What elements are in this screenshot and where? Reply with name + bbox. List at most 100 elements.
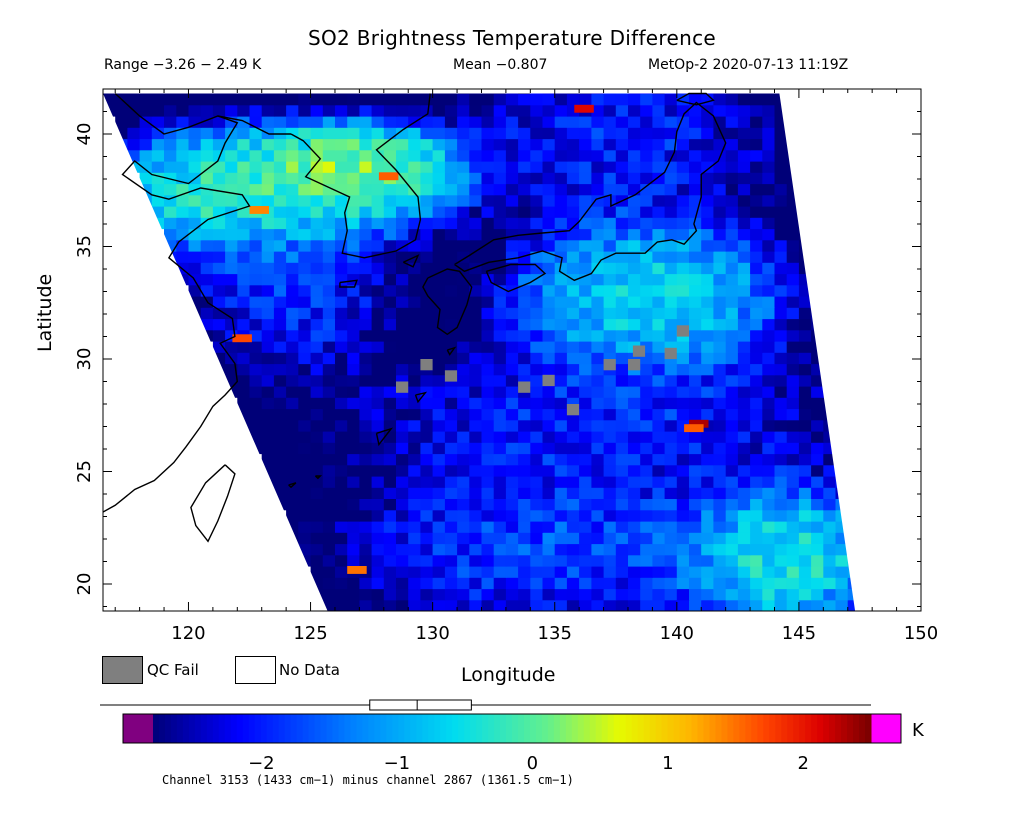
heat-cell bbox=[212, 318, 226, 331]
heat-cell bbox=[786, 543, 800, 556]
heat-cell bbox=[505, 532, 519, 545]
heat-cell bbox=[420, 521, 434, 533]
heat-cell bbox=[750, 318, 763, 331]
heat-cell bbox=[261, 318, 275, 331]
heat-cell bbox=[347, 273, 360, 286]
heat-cell bbox=[774, 374, 788, 387]
heat-cell bbox=[298, 307, 312, 320]
heat-cell bbox=[188, 228, 202, 241]
heat-cell bbox=[591, 296, 605, 308]
heat-cell bbox=[823, 498, 837, 511]
heat-cell bbox=[664, 554, 678, 567]
heat-cell bbox=[603, 296, 617, 308]
heat-cell bbox=[493, 397, 507, 410]
heat-cell bbox=[664, 532, 678, 545]
heat-cell bbox=[249, 239, 263, 252]
colorbar-segment bbox=[667, 714, 675, 743]
heat-cell bbox=[518, 329, 531, 342]
heat-cell bbox=[652, 397, 666, 410]
heat-cell bbox=[432, 161, 446, 173]
qc-fail-cell bbox=[676, 325, 689, 337]
heat-cell bbox=[725, 116, 739, 128]
heat-cell bbox=[542, 251, 556, 263]
heat-cell bbox=[298, 509, 312, 522]
heat-cell bbox=[444, 408, 458, 421]
heat-cell bbox=[762, 116, 776, 128]
heat-cell bbox=[505, 251, 519, 263]
heat-cell bbox=[579, 374, 592, 387]
heat-cell bbox=[762, 127, 776, 140]
heat-cell bbox=[372, 71, 385, 83]
heat-cell bbox=[591, 554, 605, 567]
heat-cell bbox=[420, 172, 434, 185]
heat-cell bbox=[725, 284, 739, 297]
heat-cell bbox=[261, 442, 275, 455]
heat-cell bbox=[298, 239, 312, 252]
heat-cell bbox=[591, 431, 605, 443]
heat-cell bbox=[493, 442, 507, 455]
colorbar-segment bbox=[865, 714, 872, 743]
colorbar-segment bbox=[829, 714, 836, 743]
heat-cell bbox=[322, 464, 336, 477]
heat-cell bbox=[701, 532, 714, 545]
colorbar-segment bbox=[470, 714, 477, 743]
heat-cell bbox=[200, 251, 214, 263]
heat-cell bbox=[701, 476, 714, 488]
heat-cell bbox=[432, 386, 446, 398]
heat-cell bbox=[701, 161, 714, 173]
heat-cell bbox=[615, 464, 629, 477]
heat-cell bbox=[628, 239, 641, 252]
heat-cell bbox=[310, 284, 324, 297]
heat-cell bbox=[591, 419, 605, 432]
heat-cell bbox=[432, 554, 446, 567]
heat-cell bbox=[371, 408, 385, 421]
heat-cell bbox=[591, 498, 605, 511]
colorbar-segment bbox=[260, 714, 268, 743]
heat-cell bbox=[420, 599, 434, 611]
heat-cell bbox=[396, 217, 409, 230]
heat-cell bbox=[530, 408, 544, 421]
heat-cell bbox=[481, 509, 495, 522]
heat-cell bbox=[457, 397, 470, 410]
heat-cell bbox=[664, 498, 678, 511]
heat-cell bbox=[542, 419, 556, 432]
heat-cell bbox=[615, 419, 629, 432]
heat-cell bbox=[237, 93, 251, 106]
heat-cell bbox=[615, 116, 629, 128]
heat-cell bbox=[151, 206, 165, 218]
heat-cell bbox=[359, 352, 373, 365]
heat-cell bbox=[640, 262, 653, 275]
heat-cell bbox=[432, 138, 446, 151]
heat-cell bbox=[542, 543, 556, 556]
heat-cell bbox=[640, 228, 653, 241]
heat-cell bbox=[798, 318, 812, 331]
heat-cell bbox=[811, 554, 824, 567]
heat-cell bbox=[286, 71, 299, 83]
qc-fail-cell bbox=[603, 359, 616, 371]
heat-cell bbox=[664, 183, 678, 196]
heat-cell bbox=[713, 228, 727, 241]
heat-cell bbox=[286, 307, 299, 320]
heat-cell bbox=[774, 206, 788, 218]
heat-cell bbox=[774, 329, 788, 342]
heat-cell bbox=[310, 419, 324, 432]
heat-cell bbox=[298, 341, 312, 353]
heat-cell bbox=[444, 149, 458, 162]
heat-cell bbox=[371, 318, 385, 331]
heat-cell bbox=[640, 149, 653, 162]
heat-cell bbox=[347, 138, 360, 151]
heat-cell bbox=[396, 352, 409, 365]
colorbar-tick-label: 0 bbox=[527, 753, 538, 774]
heat-cell bbox=[798, 374, 812, 387]
heat-cell bbox=[481, 217, 495, 230]
heat-cell bbox=[530, 104, 544, 117]
heat-cell bbox=[566, 577, 580, 590]
colorbar-tick-label: 1 bbox=[662, 753, 673, 774]
heat-cell bbox=[676, 194, 690, 207]
heat-cell bbox=[310, 206, 324, 218]
heat-cell bbox=[322, 386, 336, 398]
heat-cell bbox=[652, 532, 666, 545]
heat-cell bbox=[689, 453, 702, 466]
heat-cell bbox=[481, 577, 495, 590]
